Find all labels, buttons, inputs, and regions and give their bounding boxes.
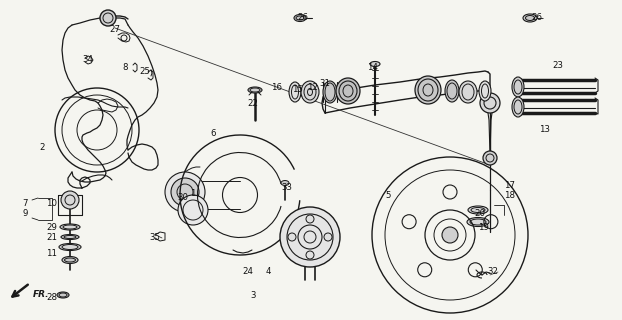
- Ellipse shape: [59, 244, 81, 251]
- Ellipse shape: [281, 180, 289, 186]
- Circle shape: [280, 207, 340, 267]
- Text: 18: 18: [504, 190, 516, 199]
- Text: 15: 15: [292, 85, 304, 94]
- Ellipse shape: [294, 14, 306, 21]
- Ellipse shape: [289, 82, 301, 102]
- Text: 21: 21: [47, 234, 57, 243]
- Ellipse shape: [445, 80, 459, 102]
- Text: 26: 26: [532, 12, 542, 21]
- Text: 11: 11: [47, 249, 57, 258]
- Ellipse shape: [467, 218, 489, 227]
- Text: 16: 16: [271, 84, 282, 92]
- Ellipse shape: [512, 97, 524, 117]
- Text: 31: 31: [320, 78, 330, 87]
- Circle shape: [306, 215, 314, 223]
- Text: 14: 14: [368, 63, 379, 73]
- Text: 24: 24: [243, 268, 254, 276]
- Ellipse shape: [61, 235, 79, 239]
- Ellipse shape: [468, 206, 488, 214]
- Text: 9: 9: [22, 209, 28, 218]
- Circle shape: [171, 178, 199, 206]
- Text: 35: 35: [149, 234, 160, 243]
- Circle shape: [100, 10, 116, 26]
- Text: 34: 34: [83, 55, 93, 65]
- Text: 17: 17: [504, 180, 516, 189]
- Text: 2: 2: [39, 143, 45, 153]
- Text: 12: 12: [307, 84, 318, 92]
- Ellipse shape: [62, 257, 78, 263]
- Circle shape: [288, 233, 296, 241]
- Ellipse shape: [336, 78, 360, 104]
- Text: 22: 22: [248, 99, 259, 108]
- Text: 4: 4: [265, 268, 271, 276]
- Ellipse shape: [523, 14, 537, 22]
- Text: 20: 20: [475, 209, 486, 218]
- Text: 19: 19: [478, 223, 488, 233]
- Text: 28: 28: [47, 293, 57, 302]
- Text: 33: 33: [282, 183, 292, 193]
- Circle shape: [442, 227, 458, 243]
- Circle shape: [61, 191, 79, 209]
- Text: 29: 29: [47, 223, 57, 233]
- Text: 25: 25: [139, 68, 151, 76]
- Text: 1: 1: [190, 188, 196, 197]
- Text: 13: 13: [539, 125, 550, 134]
- Text: 7: 7: [22, 198, 28, 207]
- Ellipse shape: [479, 81, 491, 101]
- Text: 10: 10: [47, 198, 57, 207]
- Text: 3: 3: [250, 291, 256, 300]
- Circle shape: [324, 233, 332, 241]
- Text: 23: 23: [552, 60, 564, 69]
- Text: 8: 8: [123, 63, 128, 73]
- Ellipse shape: [512, 77, 524, 97]
- Ellipse shape: [60, 224, 80, 230]
- Ellipse shape: [248, 87, 262, 93]
- Text: 27: 27: [109, 26, 121, 35]
- Text: 5: 5: [385, 190, 391, 199]
- Ellipse shape: [301, 81, 319, 103]
- Ellipse shape: [459, 81, 477, 103]
- Ellipse shape: [57, 292, 69, 298]
- Text: 26: 26: [297, 12, 309, 21]
- Circle shape: [306, 251, 314, 259]
- Ellipse shape: [370, 61, 380, 67]
- Text: 6: 6: [210, 129, 216, 138]
- Circle shape: [480, 93, 500, 113]
- Circle shape: [483, 151, 497, 165]
- Text: FR.: FR.: [33, 290, 50, 299]
- Ellipse shape: [415, 76, 441, 104]
- Text: 32: 32: [488, 268, 498, 276]
- Circle shape: [178, 195, 208, 225]
- Text: 30: 30: [177, 194, 188, 203]
- Ellipse shape: [323, 81, 337, 103]
- Circle shape: [165, 172, 205, 212]
